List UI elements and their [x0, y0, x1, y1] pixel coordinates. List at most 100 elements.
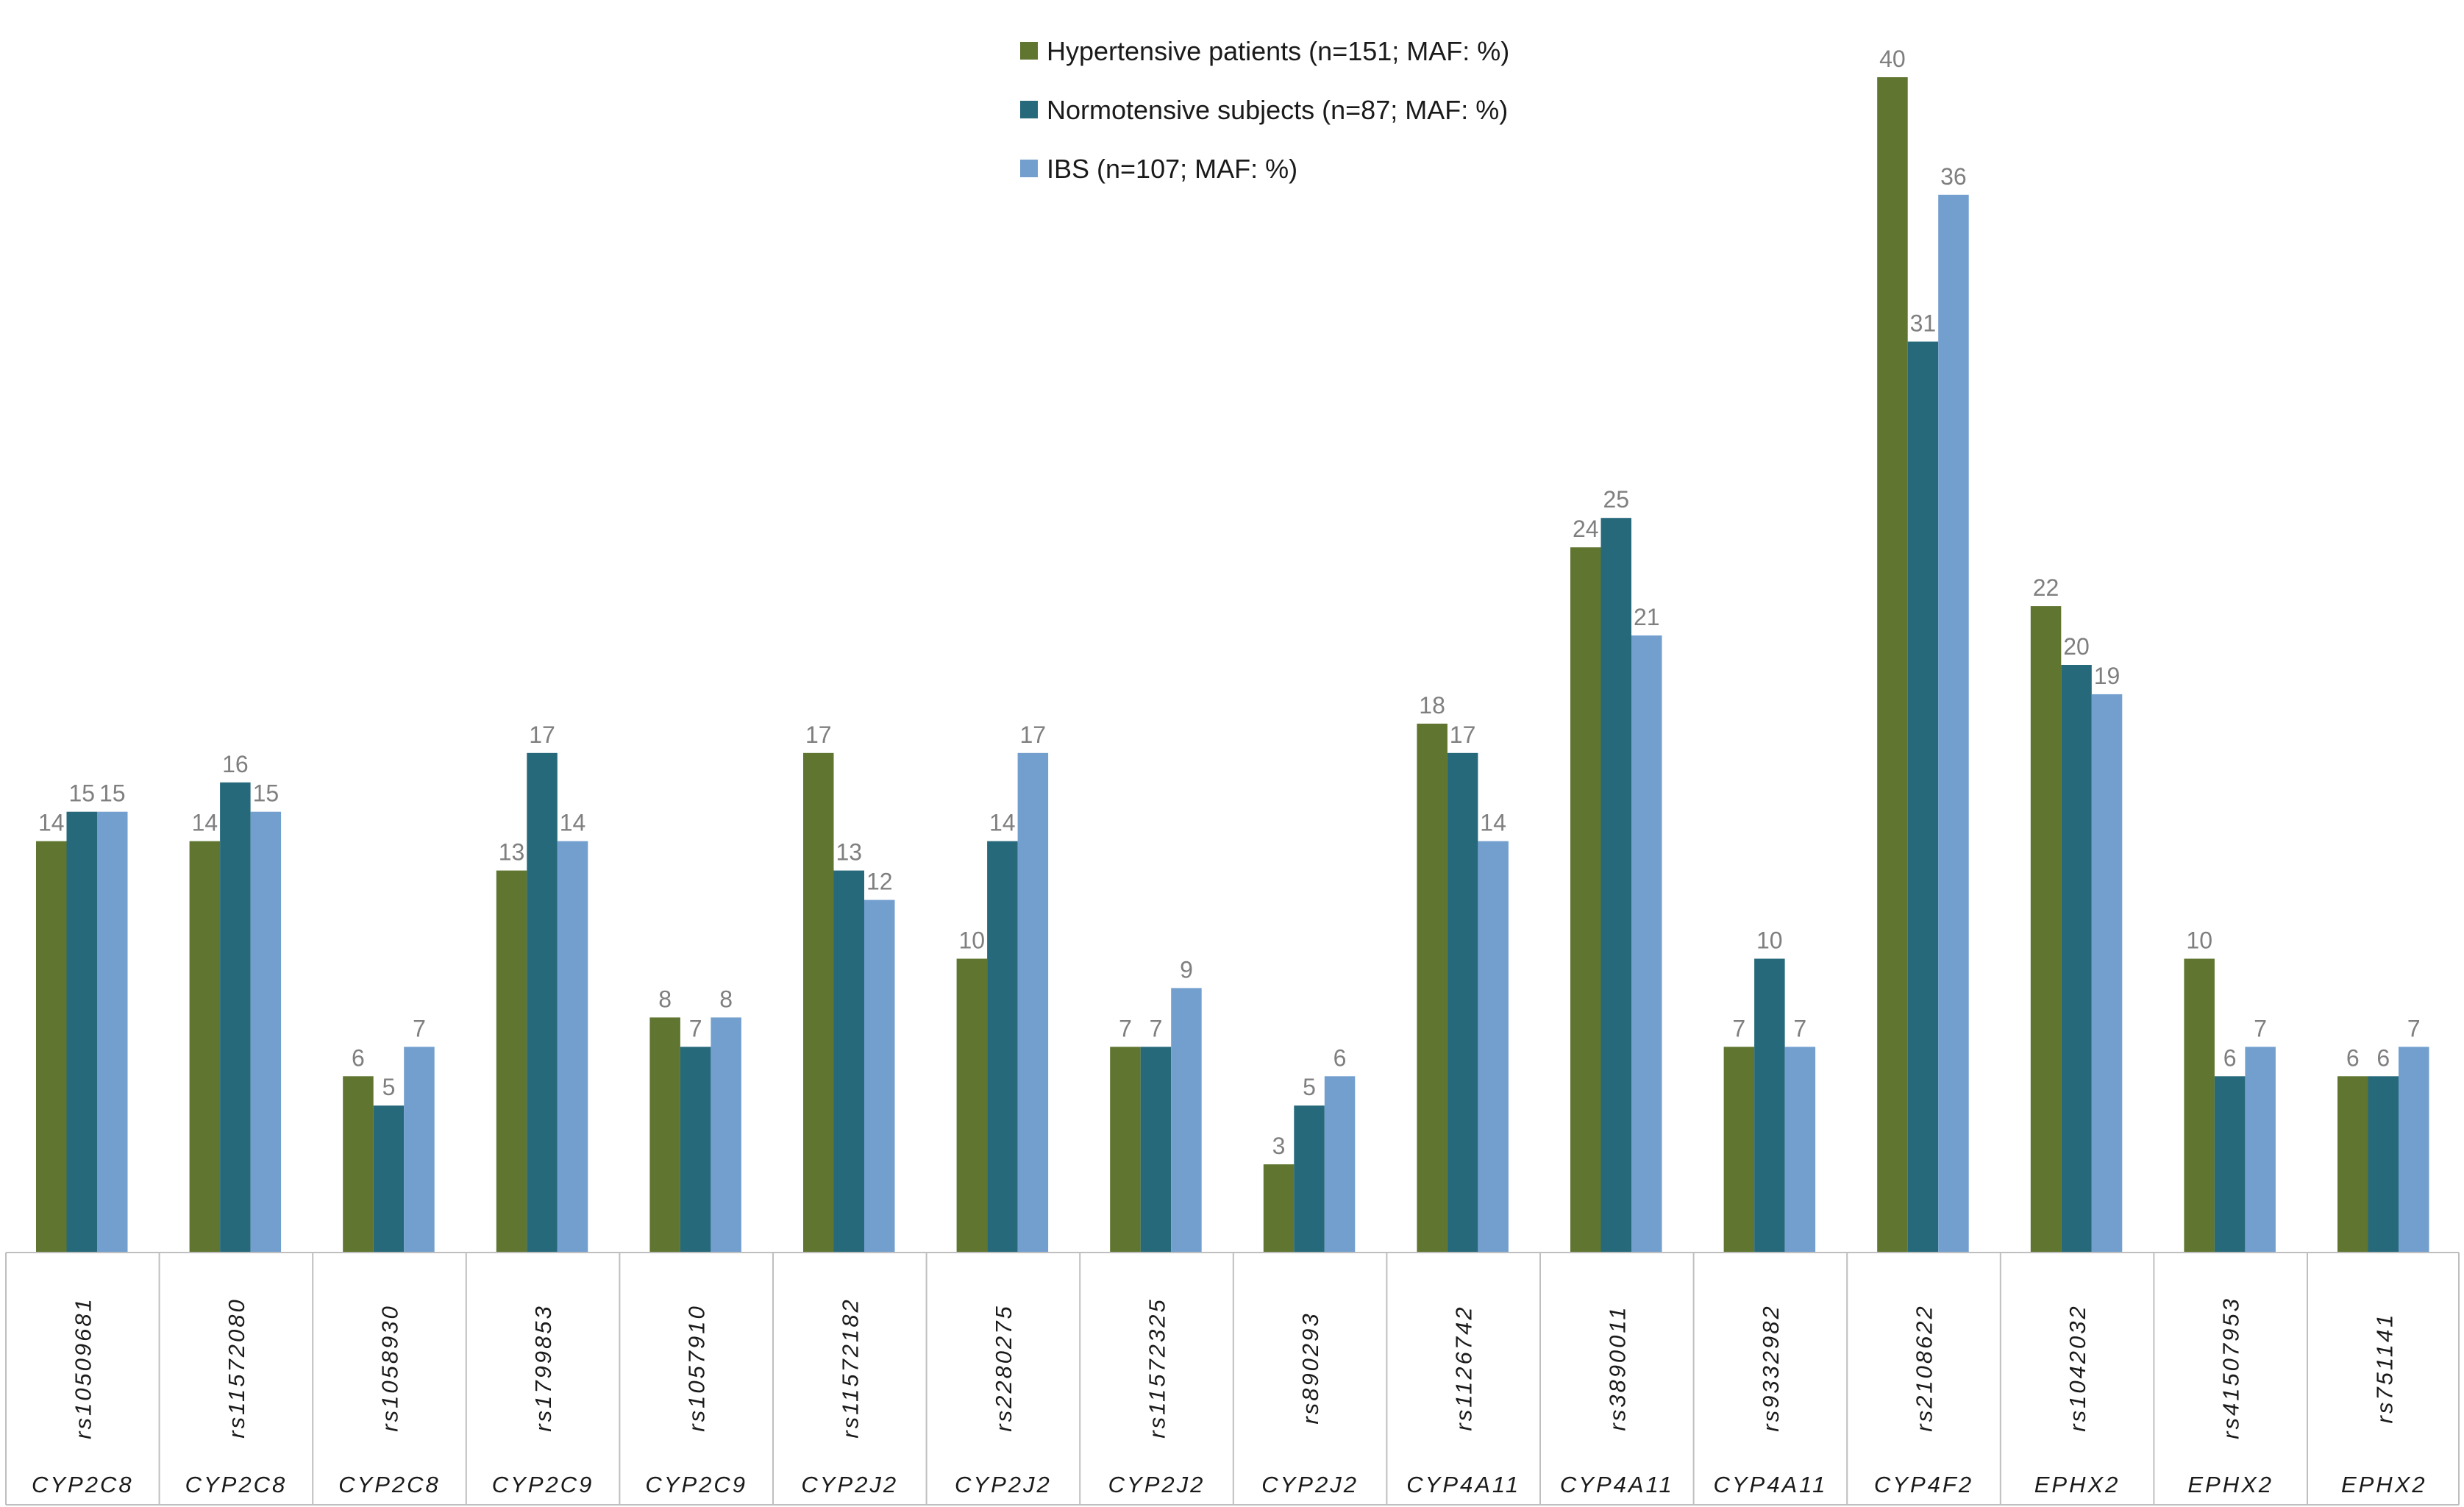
- value-label-rs1058930-series-3: 7: [413, 1015, 426, 1041]
- bar-rs1042032-series-2: [2061, 665, 2092, 1253]
- value-label-rs890293-series-3: 6: [1334, 1044, 1347, 1071]
- bar-rs1126742-series-2: [1447, 752, 1478, 1253]
- bar-rs2108622-series-1: [1877, 77, 1908, 1253]
- category-labels: rs10509681 CYP2C8 rs11572080 CYP2C8 rs105893…: [32, 1297, 2425, 1497]
- value-label-rs11572325-series-1: 7: [1119, 1015, 1132, 1041]
- value-label-rs41507953-series-3: 7: [2254, 1015, 2267, 1041]
- snp-label-rs41507953: rs41507953: [2218, 1297, 2244, 1439]
- value-label-rs9332982-series-1: 7: [1732, 1015, 1745, 1041]
- bar-rs41507953-series-2: [2214, 1076, 2246, 1253]
- value-label-rs9332982-series-3: 7: [1793, 1015, 1806, 1041]
- value-label-rs1799853-series-3: 14: [560, 810, 586, 836]
- legend: Hypertensive patients (n=151; MAF: %) Nor…: [1020, 36, 1509, 184]
- value-label-rs1057910-series-1: 8: [658, 986, 672, 1012]
- snp-label-rs2280275: rs2280275: [991, 1304, 1016, 1432]
- bar-rs2280275-series-1: [956, 958, 988, 1253]
- value-label-rs1057910-series-3: 8: [719, 986, 733, 1012]
- snp-label-rs1042032: rs1042032: [2065, 1304, 2090, 1432]
- value-label-rs1058930-series-2: 5: [382, 1074, 396, 1100]
- snp-label-rs1126742: rs1126742: [1451, 1305, 1477, 1431]
- value-label-rs890293-series-2: 5: [1303, 1074, 1316, 1100]
- bar-rs890293-series-2: [1294, 1105, 1325, 1253]
- value-label-rs1126742-series-3: 14: [1480, 810, 1506, 836]
- gene-label-rs1042032: EPHX2: [2034, 1472, 2121, 1497]
- value-label-rs2280275-series-1: 10: [959, 927, 986, 954]
- bar-rs10509681-series-1: [36, 841, 67, 1253]
- gene-label-rs890293: CYP2J2: [1261, 1472, 1359, 1497]
- snp-label-rs11572182: rs11572182: [837, 1297, 863, 1438]
- value-label-rs1042032-series-1: 22: [2033, 574, 2059, 601]
- snp-label-rs1058930: rs1058930: [377, 1304, 403, 1432]
- snp-label-rs10509681: rs10509681: [70, 1297, 96, 1439]
- snp-label-rs890293: rs890293: [1297, 1311, 1323, 1424]
- category-table: [5, 1252, 2460, 1506]
- gene-label-rs41507953: EPHX2: [2187, 1472, 2273, 1497]
- bar-rs1057910-series-3: [711, 1017, 741, 1253]
- value-label-rs2108622-series-2: 31: [1910, 310, 1937, 337]
- bar-rs751141-series-2: [2368, 1076, 2399, 1253]
- value-label-rs1042032-series-3: 19: [2094, 663, 2121, 689]
- bar-rs890293-series-1: [1263, 1164, 1295, 1253]
- snp-label-rs11572325: rs11572325: [1144, 1297, 1170, 1438]
- bar-rs11572080-series-3: [250, 811, 282, 1253]
- bar-rs1799853-series-1: [496, 870, 527, 1253]
- bar-rs1126742-series-3: [1478, 841, 1509, 1253]
- bar-rs9332982-series-2: [1754, 958, 1785, 1253]
- bar-rs1057910-series-2: [680, 1047, 711, 1253]
- value-label-rs751141-series-1: 6: [2346, 1044, 2360, 1071]
- value-label-rs11572182-series-2: 13: [836, 839, 863, 866]
- bar-rs890293-series-3: [1324, 1076, 1356, 1253]
- bar-rs10509681-series-3: [97, 811, 128, 1253]
- bar-rs11572182-series-3: [864, 899, 895, 1253]
- gene-label-rs1126742: CYP4A11: [1406, 1472, 1520, 1497]
- bar-rs3890011-series-3: [1631, 635, 1662, 1253]
- bar-rs41507953-series-3: [2245, 1047, 2276, 1253]
- bar-rs41507953-series-1: [2184, 958, 2215, 1253]
- value-label-rs10509681-series-1: 14: [38, 810, 65, 836]
- legend-swatch-1: [1020, 42, 1038, 60]
- legend-swatch-2: [1020, 101, 1038, 118]
- value-label-rs3890011-series-3: 21: [1634, 604, 1660, 630]
- bar-rs9332982-series-3: [1784, 1047, 1816, 1253]
- bar-rs751141-series-3: [2399, 1047, 2429, 1253]
- value-label-rs9332982-series-2: 10: [1756, 927, 1783, 954]
- value-label-rs1799853-series-2: 17: [529, 722, 555, 748]
- bar-rs2108622-series-3: [1938, 194, 1969, 1253]
- value-label-rs1057910-series-2: 7: [689, 1015, 702, 1041]
- value-label-rs11572080-series-2: 16: [222, 751, 249, 777]
- bar-rs2108622-series-2: [1907, 341, 1939, 1253]
- value-label-rs890293-series-1: 3: [1272, 1133, 1286, 1159]
- snp-label-rs3890011: rs3890011: [1604, 1305, 1630, 1431]
- legend-label-1: Hypertensive patients (n=151; MAF: %): [1047, 36, 1509, 66]
- value-label-rs3890011-series-2: 25: [1603, 486, 1630, 513]
- value-label-rs1042032-series-2: 20: [2063, 633, 2090, 660]
- legend-label-2: Normotensive subjects (n=87; MAF: %): [1047, 95, 1508, 125]
- legend-label-3: IBS (n=107; MAF: %): [1047, 154, 1297, 184]
- gene-label-rs1058930: CYP2C8: [338, 1472, 441, 1497]
- bar-rs1058930-series-1: [343, 1076, 374, 1253]
- bar-rs1042032-series-1: [2030, 606, 2062, 1253]
- snp-label-rs11572080: rs11572080: [224, 1297, 249, 1438]
- snp-label-rs2108622: rs2108622: [1912, 1304, 1937, 1432]
- value-label-rs3890011-series-1: 24: [1573, 516, 1599, 542]
- legend-swatch-3: [1020, 160, 1038, 177]
- bar-rs1057910-series-1: [649, 1017, 680, 1253]
- gene-label-rs10509681: CYP2C8: [32, 1472, 134, 1497]
- bar-rs1799853-series-2: [527, 752, 558, 1253]
- snp-label-rs1057910: rs1057910: [684, 1304, 710, 1432]
- value-label-rs41507953-series-2: 6: [2223, 1044, 2237, 1071]
- value-label-rs751141-series-2: 6: [2376, 1044, 2390, 1071]
- value-label-rs1058930-series-1: 6: [352, 1044, 365, 1071]
- bar-rs9332982-series-1: [1723, 1047, 1755, 1253]
- value-label-rs10509681-series-2: 15: [69, 780, 96, 807]
- gene-label-rs11572080: CYP2C8: [185, 1472, 288, 1497]
- bar-rs11572325-series-2: [1140, 1047, 1172, 1253]
- bar-rs1042032-series-3: [2091, 694, 2123, 1253]
- bar-rs2280275-series-3: [1017, 752, 1049, 1253]
- value-label-rs41507953-series-1: 10: [2186, 927, 2212, 954]
- bar-rs11572182-series-1: [803, 752, 834, 1253]
- gene-label-rs11572182: CYP2J2: [801, 1472, 898, 1497]
- value-label-rs11572325-series-2: 7: [1150, 1015, 1163, 1041]
